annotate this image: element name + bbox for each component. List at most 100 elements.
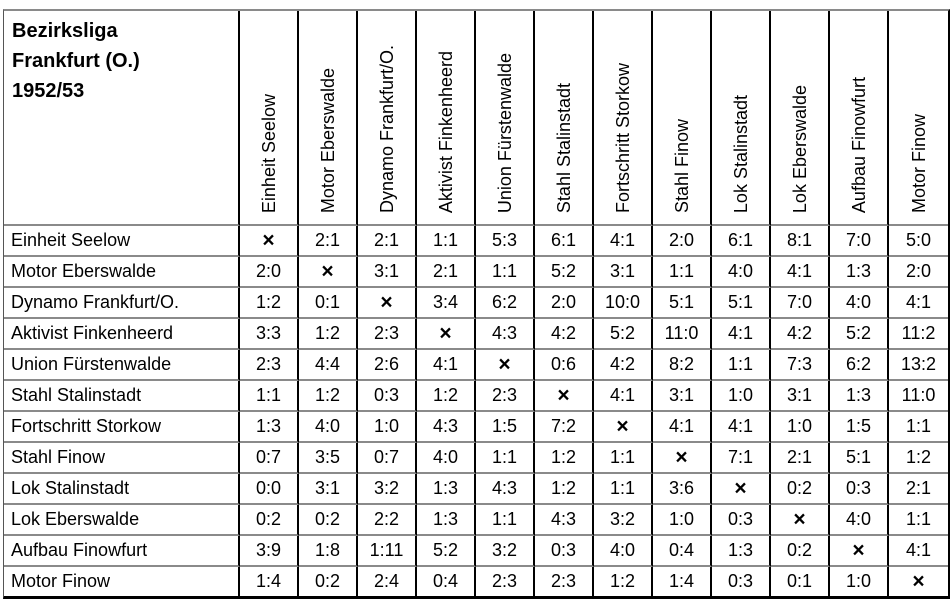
team-column-header-label: Lok Stalinstadt <box>730 94 751 213</box>
result-cell: 3:1 <box>358 257 417 288</box>
result-cell: 0:3 <box>830 474 889 505</box>
result-cell: 3:5 <box>299 443 358 474</box>
result-cell: 2:3 <box>240 350 299 381</box>
result-cell: 4:1 <box>712 319 771 350</box>
result-cell: 1:0 <box>830 567 889 596</box>
team-column-header: Aktivist Finkenheerd <box>417 11 476 226</box>
result-cell: 1:1 <box>476 257 535 288</box>
diagonal-cell: × <box>417 319 476 350</box>
result-cell: 3:1 <box>653 381 712 412</box>
result-cell: 5:2 <box>417 536 476 567</box>
result-cell: 5:1 <box>830 443 889 474</box>
result-cell: 7:3 <box>771 350 830 381</box>
table-row: Stahl Finow 0:7 3:5 0:7 4:0 1:1 1:2 1:1 × 7:1 2:1 5… <box>4 443 948 474</box>
result-cell: 5:0 <box>889 226 948 257</box>
result-cell: 1:2 <box>299 319 358 350</box>
result-cell: 8:2 <box>653 350 712 381</box>
result-cell: 4:0 <box>594 536 653 567</box>
result-cell: 5:2 <box>535 257 594 288</box>
team-column-header: Einheit Seelow <box>240 11 299 226</box>
result-cell: 0:3 <box>358 381 417 412</box>
result-cell: 1:1 <box>712 350 771 381</box>
result-cell: 1:1 <box>240 381 299 412</box>
result-cell: 1:3 <box>417 505 476 536</box>
result-cell: 1:1 <box>594 474 653 505</box>
result-cell: 3:9 <box>240 536 299 567</box>
team-column-header-label: Stahl Stalinstadt <box>553 82 574 213</box>
table-row: Einheit Seelow × 2:1 2:1 1:1 5:3 6:1 4:1 2:0 6:1 8… <box>4 226 948 257</box>
diagonal-cell: × <box>594 412 653 443</box>
team-row-label: Union Fürstenwalde <box>4 350 240 381</box>
result-cell: 2:4 <box>358 567 417 596</box>
result-cell: 0:2 <box>299 567 358 596</box>
results-body: Einheit Seelow × 2:1 2:1 1:1 5:3 6:1 4:1 2:0 6:1 8… <box>4 226 948 596</box>
result-cell: 3:2 <box>476 536 535 567</box>
result-cell: 1:11 <box>358 536 417 567</box>
result-cell: 1:1 <box>653 257 712 288</box>
result-cell: 4:0 <box>417 443 476 474</box>
no-match-cross-icon: × <box>380 290 393 314</box>
result-cell: 7:0 <box>771 288 830 319</box>
team-column-header-label: Aufbau Finowfurt <box>848 76 869 213</box>
result-cell: 1:4 <box>653 567 712 596</box>
table-title-cell: Bezirksliga Frankfurt (O.) 1952/53 <box>4 11 240 226</box>
result-cell: 5:2 <box>594 319 653 350</box>
team-column-header: Stahl Finow <box>653 11 712 226</box>
team-row-label: Aufbau Finowfurt <box>4 536 240 567</box>
result-cell: 2:1 <box>299 226 358 257</box>
header-row: Bezirksliga Frankfurt (O.) 1952/53 Einhe… <box>4 11 948 226</box>
team-column-header-label: Dynamo Frankfurt/O. <box>376 44 397 213</box>
result-cell: 0:2 <box>240 505 299 536</box>
result-cell: 4:2 <box>594 350 653 381</box>
team-column-header: Motor Finow <box>889 11 948 226</box>
result-cell: 2:6 <box>358 350 417 381</box>
no-match-cross-icon: × <box>734 476 747 500</box>
result-cell: 1:8 <box>299 536 358 567</box>
result-cell: 4:1 <box>889 288 948 319</box>
league-cross-table: Bezirksliga Frankfurt (O.) 1952/53 Einhe… <box>3 9 950 599</box>
result-cell: 2:3 <box>476 381 535 412</box>
table-row: Dynamo Frankfurt/O. 1:2 0:1 × 3:4 6:2 2:0 10:0 5… <box>4 288 948 319</box>
result-cell: 1:3 <box>240 412 299 443</box>
diagonal-cell: × <box>712 474 771 505</box>
result-cell: 2:3 <box>535 567 594 596</box>
team-column-header: Fortschritt Storkow <box>594 11 653 226</box>
diagonal-cell: × <box>535 381 594 412</box>
result-cell: 2:1 <box>889 474 948 505</box>
table-row: Fortschritt Storkow 1:3 4:0 1:0 4:3 1:5 7:2 × 4:… <box>4 412 948 443</box>
diagonal-cell: × <box>358 288 417 319</box>
team-row-label: Motor Finow <box>4 567 240 596</box>
result-cell: 1:5 <box>476 412 535 443</box>
no-match-cross-icon: × <box>557 383 570 407</box>
result-cell: 7:0 <box>830 226 889 257</box>
team-row-label: Stahl Stalinstadt <box>4 381 240 412</box>
result-cell: 3:1 <box>771 381 830 412</box>
result-cell: 7:1 <box>712 443 771 474</box>
result-cell: 1:5 <box>830 412 889 443</box>
result-cell: 4:0 <box>299 412 358 443</box>
result-cell: 0:3 <box>535 536 594 567</box>
result-cell: 3:4 <box>417 288 476 319</box>
result-cell: 1:3 <box>830 257 889 288</box>
result-cell: 1:1 <box>417 226 476 257</box>
result-cell: 3:2 <box>594 505 653 536</box>
season-label: 1952/53 <box>12 80 85 102</box>
team-column-header-label: Motor Eberswalde <box>317 67 338 213</box>
result-cell: 2:3 <box>358 319 417 350</box>
table-row: Aktivist Finkenheerd 3:3 1:2 2:3 × 4:3 4:2 5:2 1… <box>4 319 948 350</box>
result-cell: 2:0 <box>889 257 948 288</box>
team-column-header: Aufbau Finowfurt <box>830 11 889 226</box>
result-cell: 3:6 <box>653 474 712 505</box>
league-name-line-2: Frankfurt (O.) <box>12 50 140 72</box>
result-cell: 1:1 <box>889 505 948 536</box>
result-cell: 7:2 <box>535 412 594 443</box>
team-row-label: Aktivist Finkenheerd <box>4 319 240 350</box>
no-match-cross-icon: × <box>439 321 452 345</box>
result-cell: 2:0 <box>653 226 712 257</box>
no-match-cross-icon: × <box>616 414 629 438</box>
team-row-label: Lok Stalinstadt <box>4 474 240 505</box>
team-column-header-label: Einheit Seelow <box>258 93 279 213</box>
no-match-cross-icon: × <box>498 352 511 376</box>
team-column-header: Dynamo Frankfurt/O. <box>358 11 417 226</box>
result-cell: 1:2 <box>889 443 948 474</box>
